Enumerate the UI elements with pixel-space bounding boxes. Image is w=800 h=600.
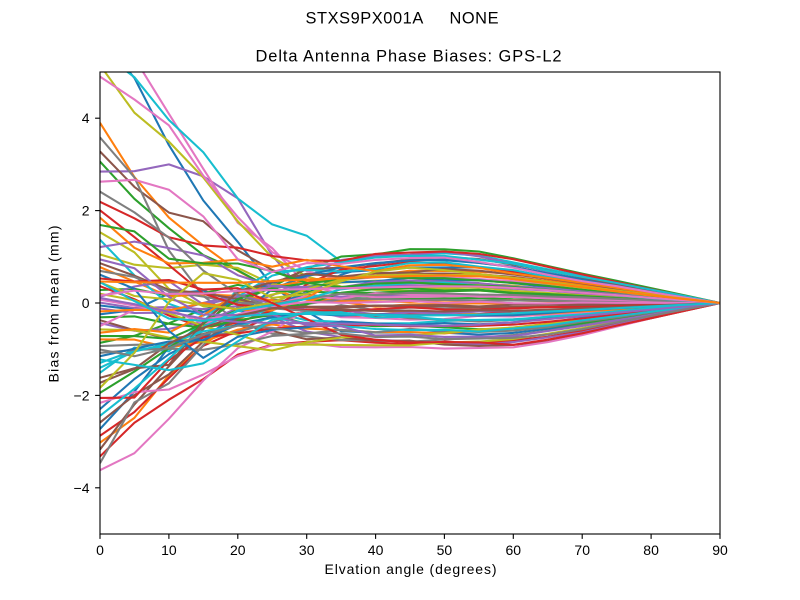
svg-text:−2: −2 <box>74 387 90 403</box>
svg-text:Elvation angle (degrees): Elvation angle (degrees) <box>325 561 497 577</box>
svg-text:40: 40 <box>368 542 384 558</box>
svg-text:90: 90 <box>712 542 728 558</box>
svg-text:70: 70 <box>574 542 590 558</box>
svg-text:0: 0 <box>96 542 104 558</box>
svg-text:80: 80 <box>643 542 659 558</box>
svg-text:4: 4 <box>82 110 90 126</box>
svg-text:0: 0 <box>82 295 90 311</box>
svg-text:10: 10 <box>161 542 177 558</box>
svg-text:Delta Antenna Phase Biases: GP: Delta Antenna Phase Biases: GPS-L2 <box>256 47 562 65</box>
svg-text:2: 2 <box>82 203 90 219</box>
svg-text:60: 60 <box>506 542 522 558</box>
svg-text:STXS9PX001A NONE: STXS9PX001A NONE <box>306 10 499 28</box>
svg-text:20: 20 <box>230 542 246 558</box>
svg-text:Bias from mean (mm): Bias from mean (mm) <box>46 226 62 383</box>
svg-text:50: 50 <box>437 542 453 558</box>
svg-text:30: 30 <box>299 542 315 558</box>
svg-text:−4: −4 <box>74 480 90 496</box>
